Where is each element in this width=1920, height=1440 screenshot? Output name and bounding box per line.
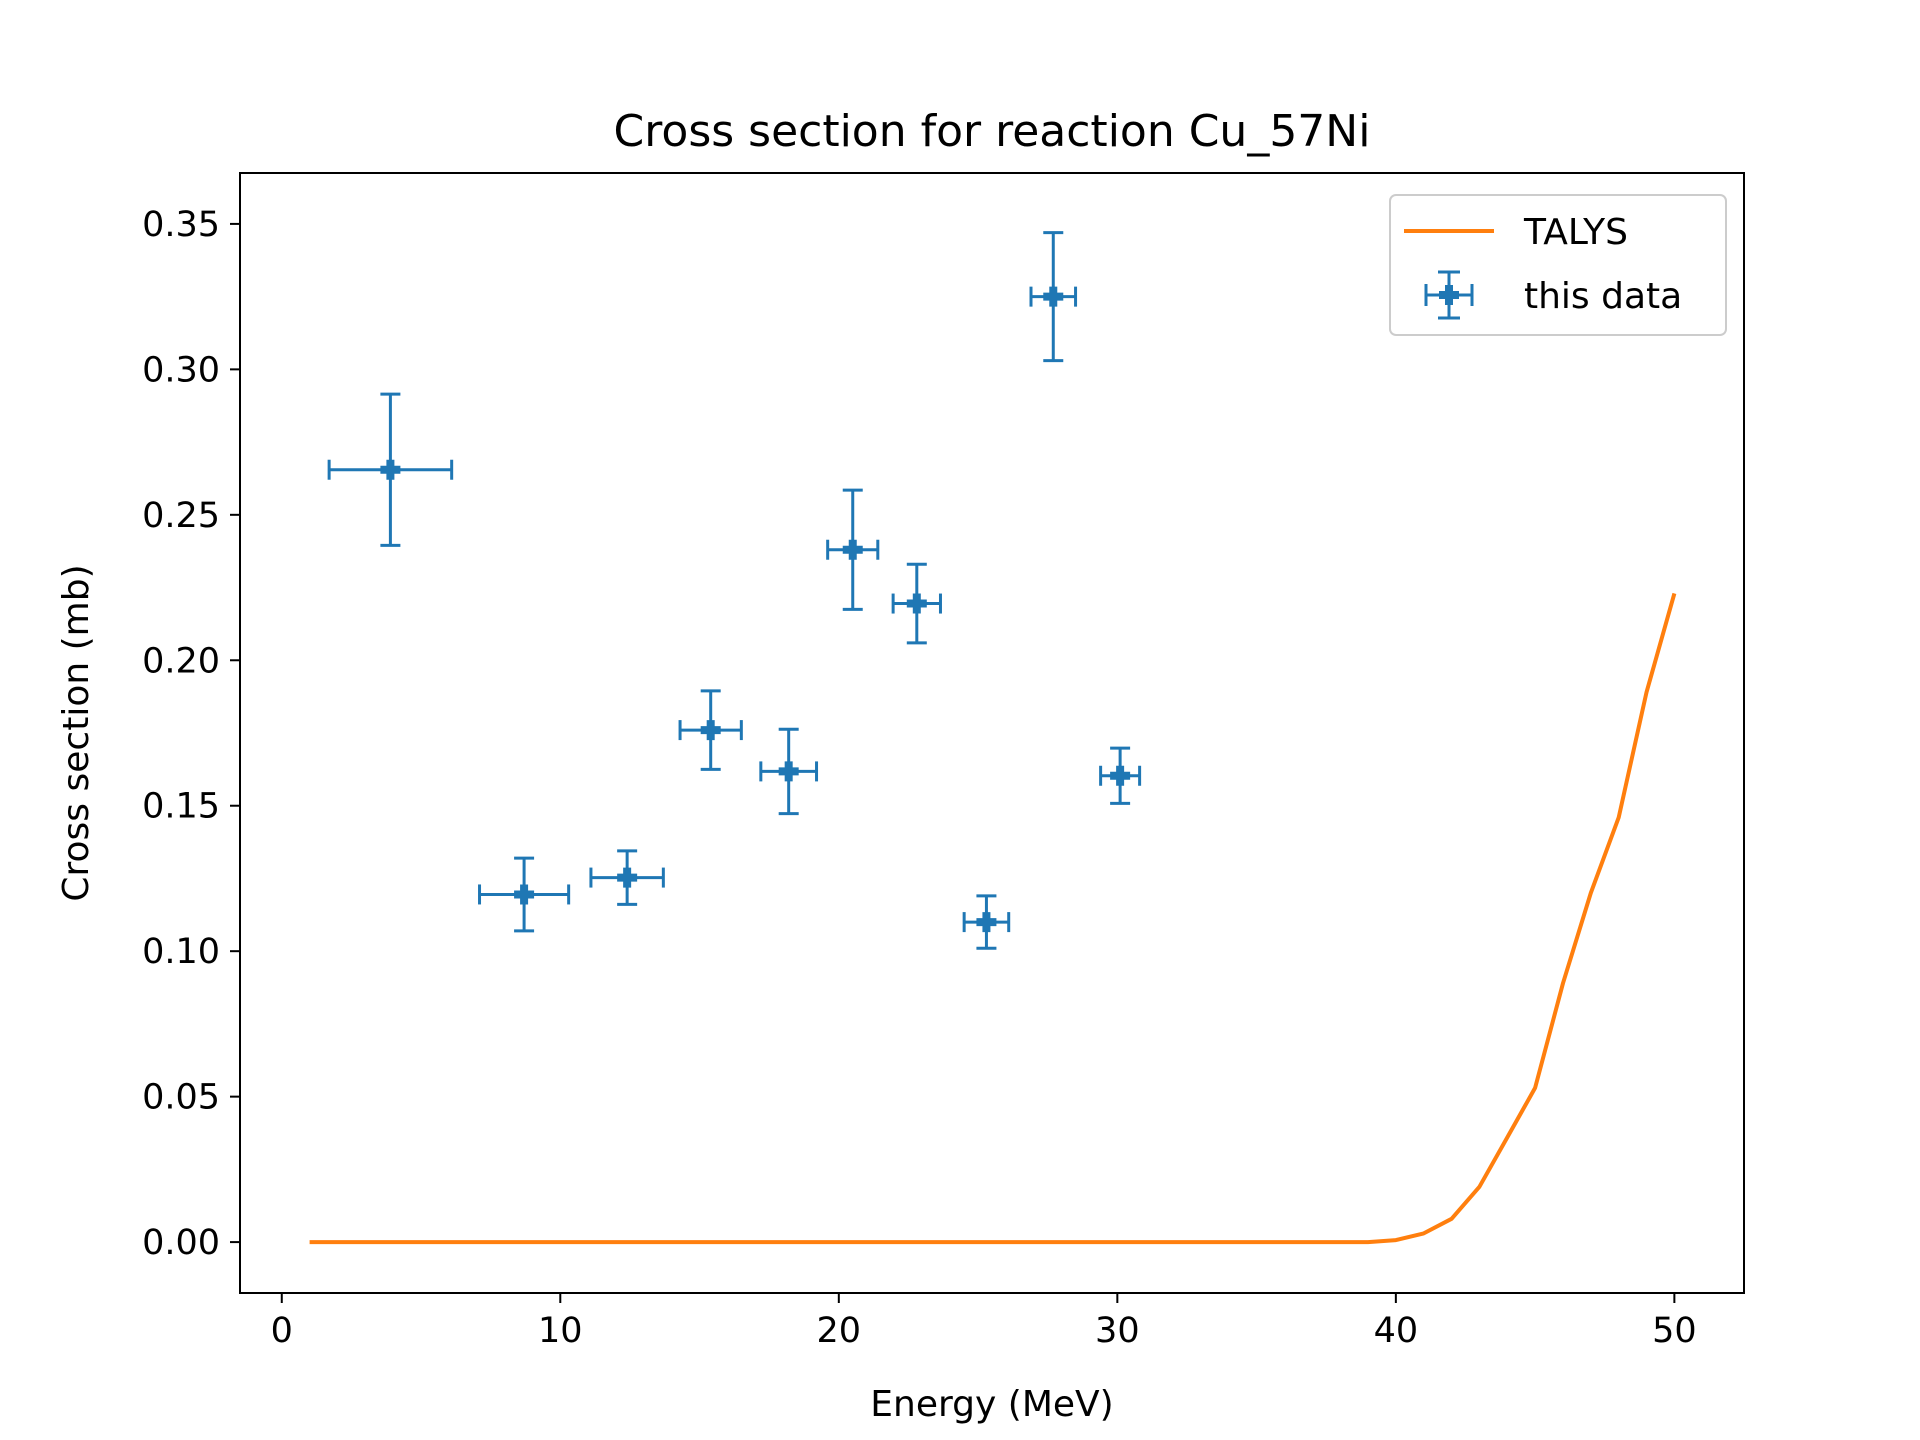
data-point [891,562,942,645]
plot-area [309,231,1677,1245]
data-point [962,894,1011,950]
plus-marker [700,720,721,741]
y-tick-label: 0.35 [142,205,220,245]
data-point [826,488,880,611]
y-tick-label: 0.05 [142,1078,220,1118]
legend: TALYS this data [1389,194,1727,336]
data-point [478,856,571,933]
plus-marker [617,867,638,888]
x-tick-label: 40 [1374,1311,1419,1351]
chart-title: Cross section for reaction Cu_57Ni [614,106,1371,157]
talys-line [309,592,1677,1245]
x-tick-label: 50 [1652,1311,1697,1351]
plus-marker [380,459,401,480]
data-point [589,849,665,906]
x-axis-ticks: 0 10 20 30 40 50 [271,1293,1697,1351]
y-tick-label: 0.20 [142,641,220,681]
data-point [759,727,819,816]
y-tick-label: 0.10 [142,932,220,972]
legend-talys-label: TALYS [1523,212,1628,253]
data-point [678,689,743,771]
y-tick-label: 0.15 [142,787,220,827]
legend-this-data-swatch [1424,270,1474,320]
data-point [1029,231,1078,363]
x-axis-label: Energy (MeV) [870,1384,1113,1425]
plus-marker [842,539,863,560]
plus-marker [778,761,799,782]
y-axis-label: Cross section (mb) [56,564,97,901]
plus-marker [906,593,927,614]
plus-marker [514,884,535,905]
axes-frame [239,172,1745,1294]
y-tick-label: 0.30 [142,350,220,390]
y-axis-ticks: 0.00 0.05 0.10 0.15 0.20 0.25 0.30 0.35 [142,205,240,1263]
x-tick-label: 30 [1095,1311,1140,1351]
data-point [1099,746,1142,805]
data-point [327,392,454,547]
plus-marker [1110,765,1131,786]
y-tick-label: 0.25 [142,496,220,536]
plus-marker [976,912,997,933]
legend-this-data-label: this data [1524,276,1682,317]
x-tick-label: 20 [817,1311,862,1351]
plus-marker [1043,286,1064,307]
x-tick-label: 10 [538,1311,583,1351]
x-tick-label: 0 [271,1311,293,1351]
y-tick-label: 0.00 [142,1223,220,1263]
